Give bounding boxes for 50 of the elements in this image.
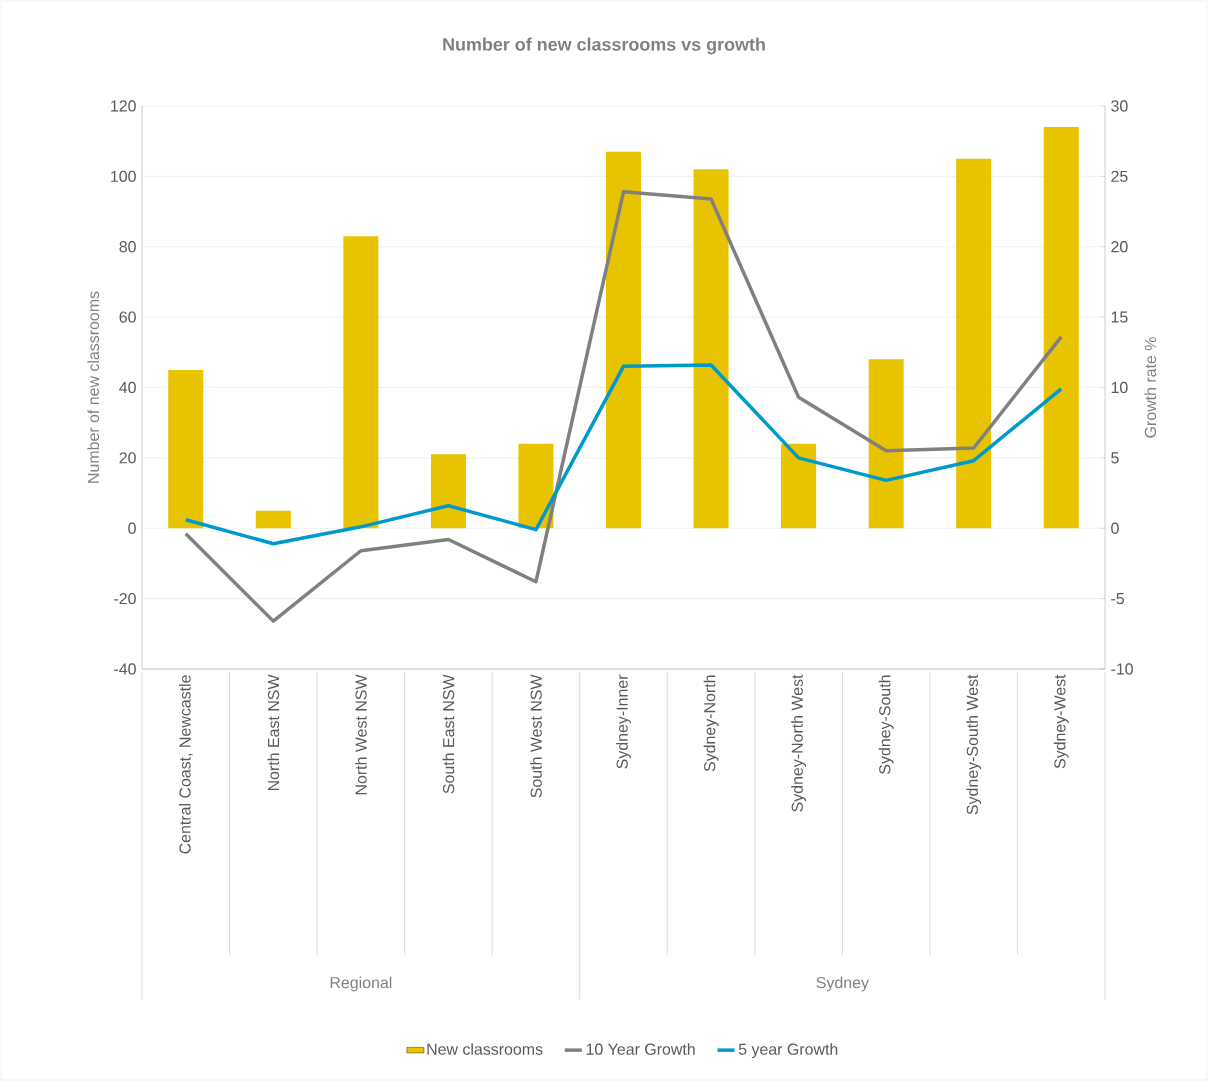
bar — [343, 236, 379, 529]
y2-tick-label: 20 — [1111, 241, 1128, 253]
y2-axis-title: Growth rate % — [1144, 337, 1157, 438]
x-tick-label: Sydney-South — [878, 675, 894, 774]
x-tick-label: South West NSW — [530, 674, 542, 798]
y2-tick-label: 10 — [1111, 381, 1128, 394]
x-tick-label: Sydney-Inner — [616, 674, 631, 769]
y-tick-label: -20 — [114, 592, 136, 605]
bar — [430, 454, 466, 529]
y-tick-label: 20 — [119, 452, 136, 464]
y2-tick-label: 15 — [1111, 311, 1128, 323]
y-tick-label: 60 — [119, 311, 136, 323]
bar — [606, 151, 642, 529]
y2-tick-label: 25 — [1111, 170, 1128, 182]
legend-label: New classrooms — [427, 1043, 543, 1055]
bar — [956, 158, 992, 529]
x-tick-label: North East NSW — [267, 674, 280, 791]
chart-title: Number of new classrooms vs growth — [443, 37, 765, 55]
x-tick-label: Sydney-West — [1053, 674, 1069, 769]
x-tick-label: South East NSW — [442, 674, 455, 794]
y-tick-label: 80 — [119, 241, 136, 253]
x-tick-label: Sydney-North — [703, 675, 719, 772]
text: Sydney — [816, 976, 869, 992]
y-tick-label: 120 — [111, 100, 136, 112]
x-tick-label: North West NSW — [355, 674, 367, 795]
legend-label: 10 Year Growth — [586, 1043, 695, 1055]
y2-tick-label: -5 — [1111, 593, 1125, 605]
y2-tick-label: 30 — [1111, 100, 1128, 112]
bar — [1043, 127, 1079, 529]
bar — [168, 369, 204, 529]
bar — [518, 443, 554, 529]
y2-tick-label: -10 — [1111, 663, 1133, 675]
y-tick-label: 100 — [111, 170, 136, 182]
line-series — [184, 190, 1063, 623]
bar — [255, 510, 291, 529]
x-tick-label: Sydney-South West — [966, 674, 982, 815]
y-tick-label: 40 — [119, 381, 136, 394]
line-series — [184, 363, 1063, 546]
y-tick-label: -40 — [114, 663, 136, 675]
bar — [781, 443, 817, 529]
y2-tick-label: 5 — [1111, 452, 1119, 464]
bar — [693, 169, 729, 529]
legend-label: 5 year Growth — [738, 1043, 838, 1059]
y-axis-title: Number of new classrooms — [87, 291, 100, 483]
text: Regional — [330, 976, 392, 992]
x-tick-label: Central Coast, Newcastle — [178, 675, 193, 854]
x-tick-label: Sydney-North West — [791, 674, 807, 812]
bar — [868, 359, 904, 529]
y2-tick-label: 0 — [1111, 522, 1119, 534]
y-tick-label: 0 — [128, 522, 136, 534]
